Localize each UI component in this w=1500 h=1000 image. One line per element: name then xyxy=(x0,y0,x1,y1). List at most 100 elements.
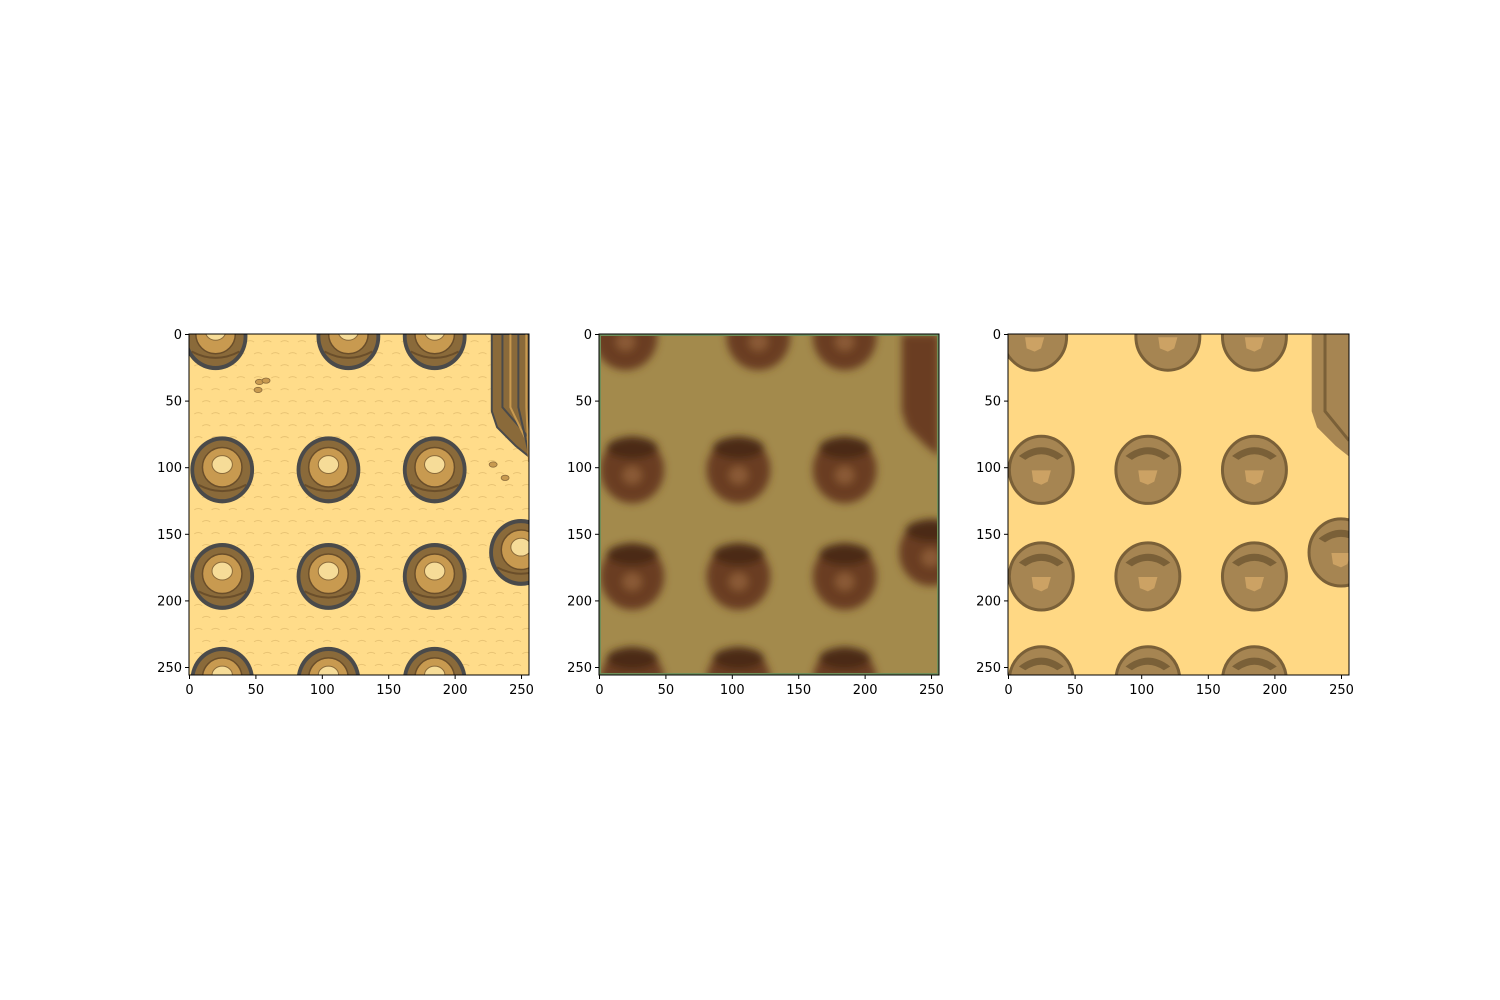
ripple xyxy=(435,627,445,631)
ripple xyxy=(383,651,393,655)
ripple xyxy=(297,603,307,607)
boulder xyxy=(1307,517,1349,588)
boulder-highlight xyxy=(424,665,446,675)
axis-ticks: 0 0 50 50 100 100 150 150 200 200 250 250 xyxy=(567,328,944,698)
ripple xyxy=(495,639,505,643)
ripple xyxy=(366,555,376,559)
ripple xyxy=(409,400,418,403)
ripple xyxy=(253,639,263,643)
ripple xyxy=(263,364,272,367)
ripple xyxy=(470,531,479,535)
boulder xyxy=(189,334,248,371)
ripple xyxy=(349,388,358,391)
ripple xyxy=(374,543,384,547)
boulder-highlight xyxy=(1031,470,1051,485)
boulder xyxy=(1008,645,1075,675)
ripple xyxy=(288,496,297,499)
ripple xyxy=(305,519,315,523)
ripple xyxy=(383,531,393,535)
ripple xyxy=(443,519,453,523)
boulder-base xyxy=(197,483,247,493)
y-tick-label: 150 xyxy=(157,528,182,543)
ripple xyxy=(236,639,246,643)
ripple xyxy=(332,627,341,631)
ripple xyxy=(357,376,366,379)
boulder-highlight xyxy=(317,455,340,474)
ripple xyxy=(409,615,418,619)
ripple xyxy=(391,567,401,571)
ripple xyxy=(374,448,384,451)
ripple xyxy=(366,531,376,535)
boulder-top xyxy=(1018,657,1064,671)
ripple xyxy=(426,615,435,619)
ripple xyxy=(288,376,297,379)
x-tick-label: 50 xyxy=(1067,683,1084,698)
ripple xyxy=(297,412,307,415)
ripple xyxy=(322,615,332,619)
ripple xyxy=(391,448,401,451)
ripple xyxy=(470,388,479,391)
x-tick-label: 50 xyxy=(248,683,265,698)
ripple xyxy=(202,639,211,643)
boulder-highlight xyxy=(1031,576,1051,592)
ripple xyxy=(478,639,487,643)
y-tick-label: 50 xyxy=(165,395,182,410)
ripple xyxy=(280,555,289,559)
ripple xyxy=(280,579,289,583)
ripple xyxy=(391,376,401,379)
ripple xyxy=(314,531,324,535)
x-tick-label: 250 xyxy=(919,683,944,698)
ripple xyxy=(305,424,315,427)
ripple xyxy=(332,412,341,415)
ripple xyxy=(314,627,324,631)
boulder-top xyxy=(327,334,369,355)
ripple xyxy=(228,531,238,535)
y-tick-label: 200 xyxy=(567,594,592,609)
ripple xyxy=(288,615,297,619)
ripple xyxy=(366,627,376,631)
ripple xyxy=(314,508,324,511)
boulder xyxy=(813,646,877,675)
ripple xyxy=(228,627,238,631)
ripple xyxy=(374,400,384,403)
ripple xyxy=(522,460,529,463)
panel-blurred-image xyxy=(599,334,939,675)
ripple xyxy=(219,615,228,619)
boulder-highlight xyxy=(338,334,359,341)
ripple xyxy=(253,543,263,547)
x-tick-label: 150 xyxy=(1196,683,1221,698)
y-tick-label: 250 xyxy=(976,661,1001,676)
ripple xyxy=(253,376,263,379)
ripple xyxy=(478,543,487,547)
y-tick-label: 200 xyxy=(976,594,1001,609)
ripple xyxy=(271,400,280,403)
boulder-highlight xyxy=(510,537,529,557)
ripple xyxy=(253,352,263,355)
ripple xyxy=(443,639,453,643)
ripple xyxy=(366,412,376,415)
boulder-body xyxy=(1008,334,1069,372)
ripple xyxy=(280,651,289,655)
ripple xyxy=(453,627,462,631)
boulder-top xyxy=(1232,553,1277,567)
boulder-body xyxy=(1008,645,1075,675)
ripple xyxy=(401,364,410,367)
boulder-highlight xyxy=(211,455,233,474)
ripple xyxy=(383,484,393,487)
ripple xyxy=(409,639,418,643)
ripple xyxy=(470,460,479,463)
boulder xyxy=(403,646,467,675)
ripple xyxy=(271,591,280,595)
ripple xyxy=(478,472,487,475)
boulder-highlight xyxy=(211,665,233,675)
ripple xyxy=(401,508,410,511)
ripple xyxy=(460,639,470,643)
boulder xyxy=(402,436,467,504)
cliff-wall xyxy=(901,334,939,457)
boulder-top xyxy=(712,647,764,670)
ripple xyxy=(374,663,384,667)
ripple xyxy=(495,472,505,475)
ripple xyxy=(271,567,280,571)
panel-original-image xyxy=(189,334,529,675)
